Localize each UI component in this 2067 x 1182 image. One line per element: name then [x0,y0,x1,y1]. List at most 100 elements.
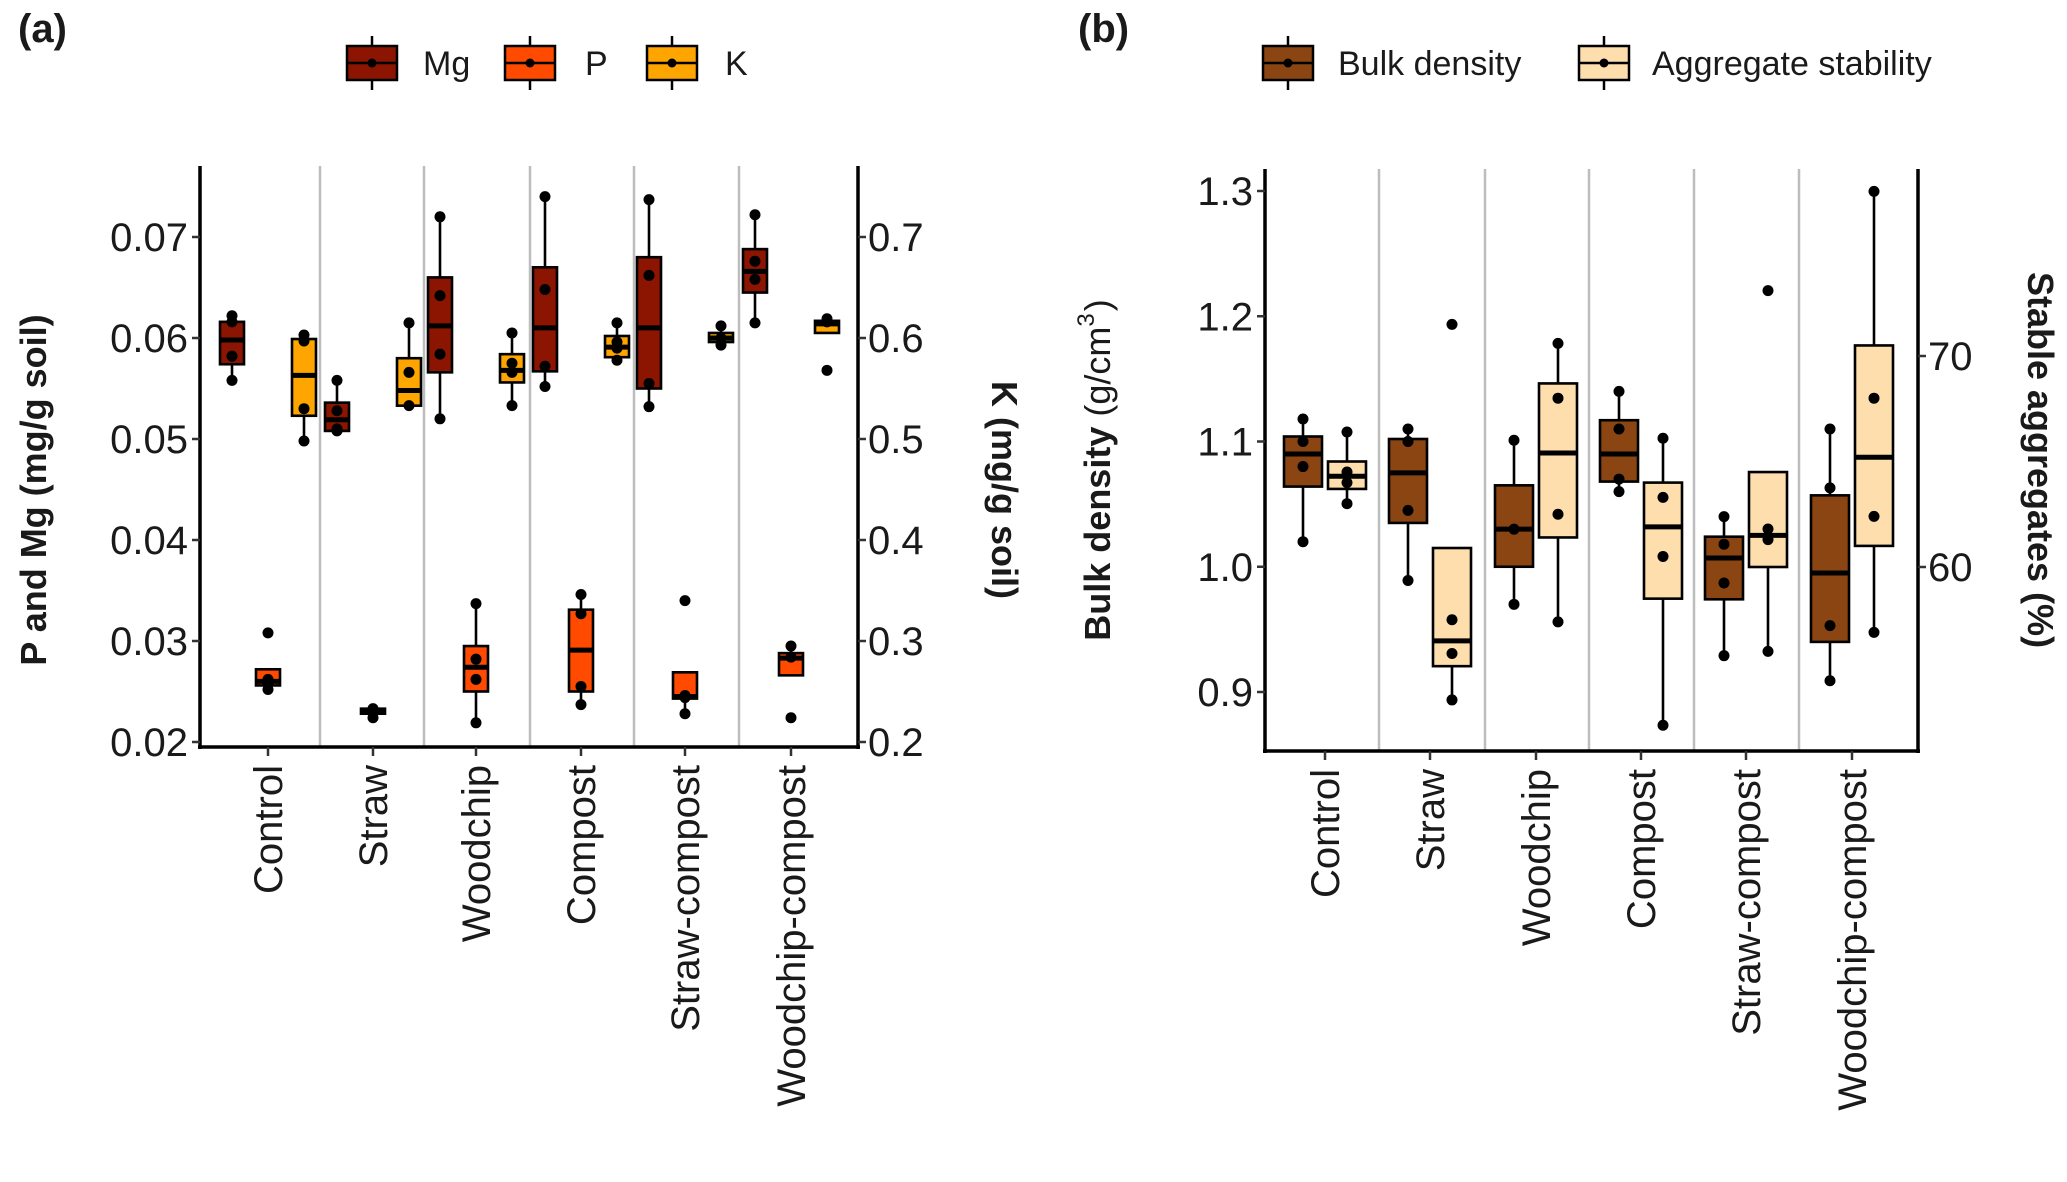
data-point [506,400,518,412]
data-point [1297,413,1309,425]
right-y-tick-label: 70 [1928,335,1973,379]
box-p-straw [359,703,387,724]
left-y-tick-label: 1.0 [1197,546,1253,590]
data-point [1718,577,1730,589]
data-point [715,332,727,344]
data-point [821,313,833,325]
data-point [434,348,446,360]
box-bulk-density-woodchip-compost [1809,423,1851,687]
left-y-tick-label: 1.2 [1197,295,1253,339]
data-point [1402,504,1414,516]
data-point [1613,473,1625,485]
data-point [434,290,446,302]
data-point [1508,598,1520,610]
box-p-control [254,627,282,695]
data-point [403,317,415,329]
data-point [1824,423,1836,435]
right-y-tick-label: 0.2 [868,721,924,765]
left-y-tick-label: 0.03 [110,620,188,664]
data-point [611,336,623,348]
left-y-tick-label: 1.3 [1197,170,1253,214]
panel-b-left-axis-title: Bulk density (g/cm3) [1073,299,1118,640]
data-point [298,403,310,415]
data-point [1868,510,1880,522]
data-point [1718,650,1730,662]
box-k-control [290,329,318,447]
legend-key-point [367,58,377,68]
box-aggregate-stability-straw-compost [1747,285,1789,657]
data-point [749,317,761,329]
data-point [1341,426,1353,438]
data-point [1824,482,1836,494]
data-point [575,608,587,620]
data-point [749,255,761,267]
box-bulk-density-woodchip [1493,434,1535,610]
data-point [1552,392,1564,404]
data-point [470,673,482,685]
data-point [226,374,238,386]
box-mg-control [218,310,246,386]
data-point [575,589,587,601]
data-point [643,377,655,389]
legend-label: Aggregate stability [1652,45,1932,83]
box-k-compost [603,317,631,366]
data-point [226,310,238,322]
panel-a-plot: 0.02 0.03 0.04 0.05 0.06 0.07 0.2 0.3 0.4 0.5 0.6 0… [110,166,924,1107]
box-bulk-density-control [1282,413,1324,548]
right-y-tick-label: 0.3 [868,620,924,664]
data-point [298,329,310,341]
data-point [1868,392,1880,404]
data-point [1762,534,1774,546]
data-point [539,284,551,296]
outlier-point [785,712,797,724]
data-point [403,366,415,378]
right-y-tick-label: 60 [1928,546,1973,590]
legend-item-k: K [645,36,748,90]
panel-b-left-axis-title-unit: (g/cm [1077,327,1118,417]
data-point [1762,523,1774,535]
data-point [643,401,655,413]
data-point [575,699,587,711]
box-k-woodchip-compost [813,313,841,376]
data-point [1657,432,1669,444]
panel-a-left-axis-title: P and Mg (mg/g soil) [13,314,54,665]
legend-item-p: P [503,36,608,90]
outlier-point [679,595,691,607]
x-tick-label-straw-compost: Straw-compost [664,765,708,1032]
outlier-point [1446,318,1458,330]
data-point [785,640,797,652]
data-point [506,366,518,378]
data-point [575,680,587,692]
x-tick-label-compost: Compost [1620,769,1664,929]
data-point [331,374,343,386]
data-point [1297,461,1309,473]
legend-key-point [1283,58,1293,68]
box-aggregate-stability-straw [1431,318,1473,706]
box-p-compost [567,589,595,711]
data-point [434,413,446,425]
x-tick-label-woodchip: Woodchip [455,765,499,942]
data-point [1297,536,1309,548]
data-point [1868,185,1880,197]
right-y-tick-label: 0.7 [868,216,924,260]
panel-b-left-axis-title-sup: 3 [1073,313,1100,326]
data-point [643,269,655,281]
panel-b-left-axis-title-close: ) [1077,299,1118,311]
data-point [1402,436,1414,447]
legend-key-point [525,58,535,68]
legend-label: Mg [423,45,470,83]
data-point [539,380,551,392]
data-point [1613,385,1625,397]
data-point [470,653,482,665]
data-point [1402,423,1414,435]
data-point [470,717,482,729]
box-bulk-density-straw [1387,423,1429,587]
data-point [506,357,518,369]
data-point [298,435,310,447]
data-point [1402,575,1414,587]
panel-a-right-axis-title: K (mg/g soil) [984,381,1025,599]
legend-item-mg: Mg [345,36,470,90]
data-point [643,194,655,206]
box-bulk-density-straw-compost [1703,511,1745,662]
